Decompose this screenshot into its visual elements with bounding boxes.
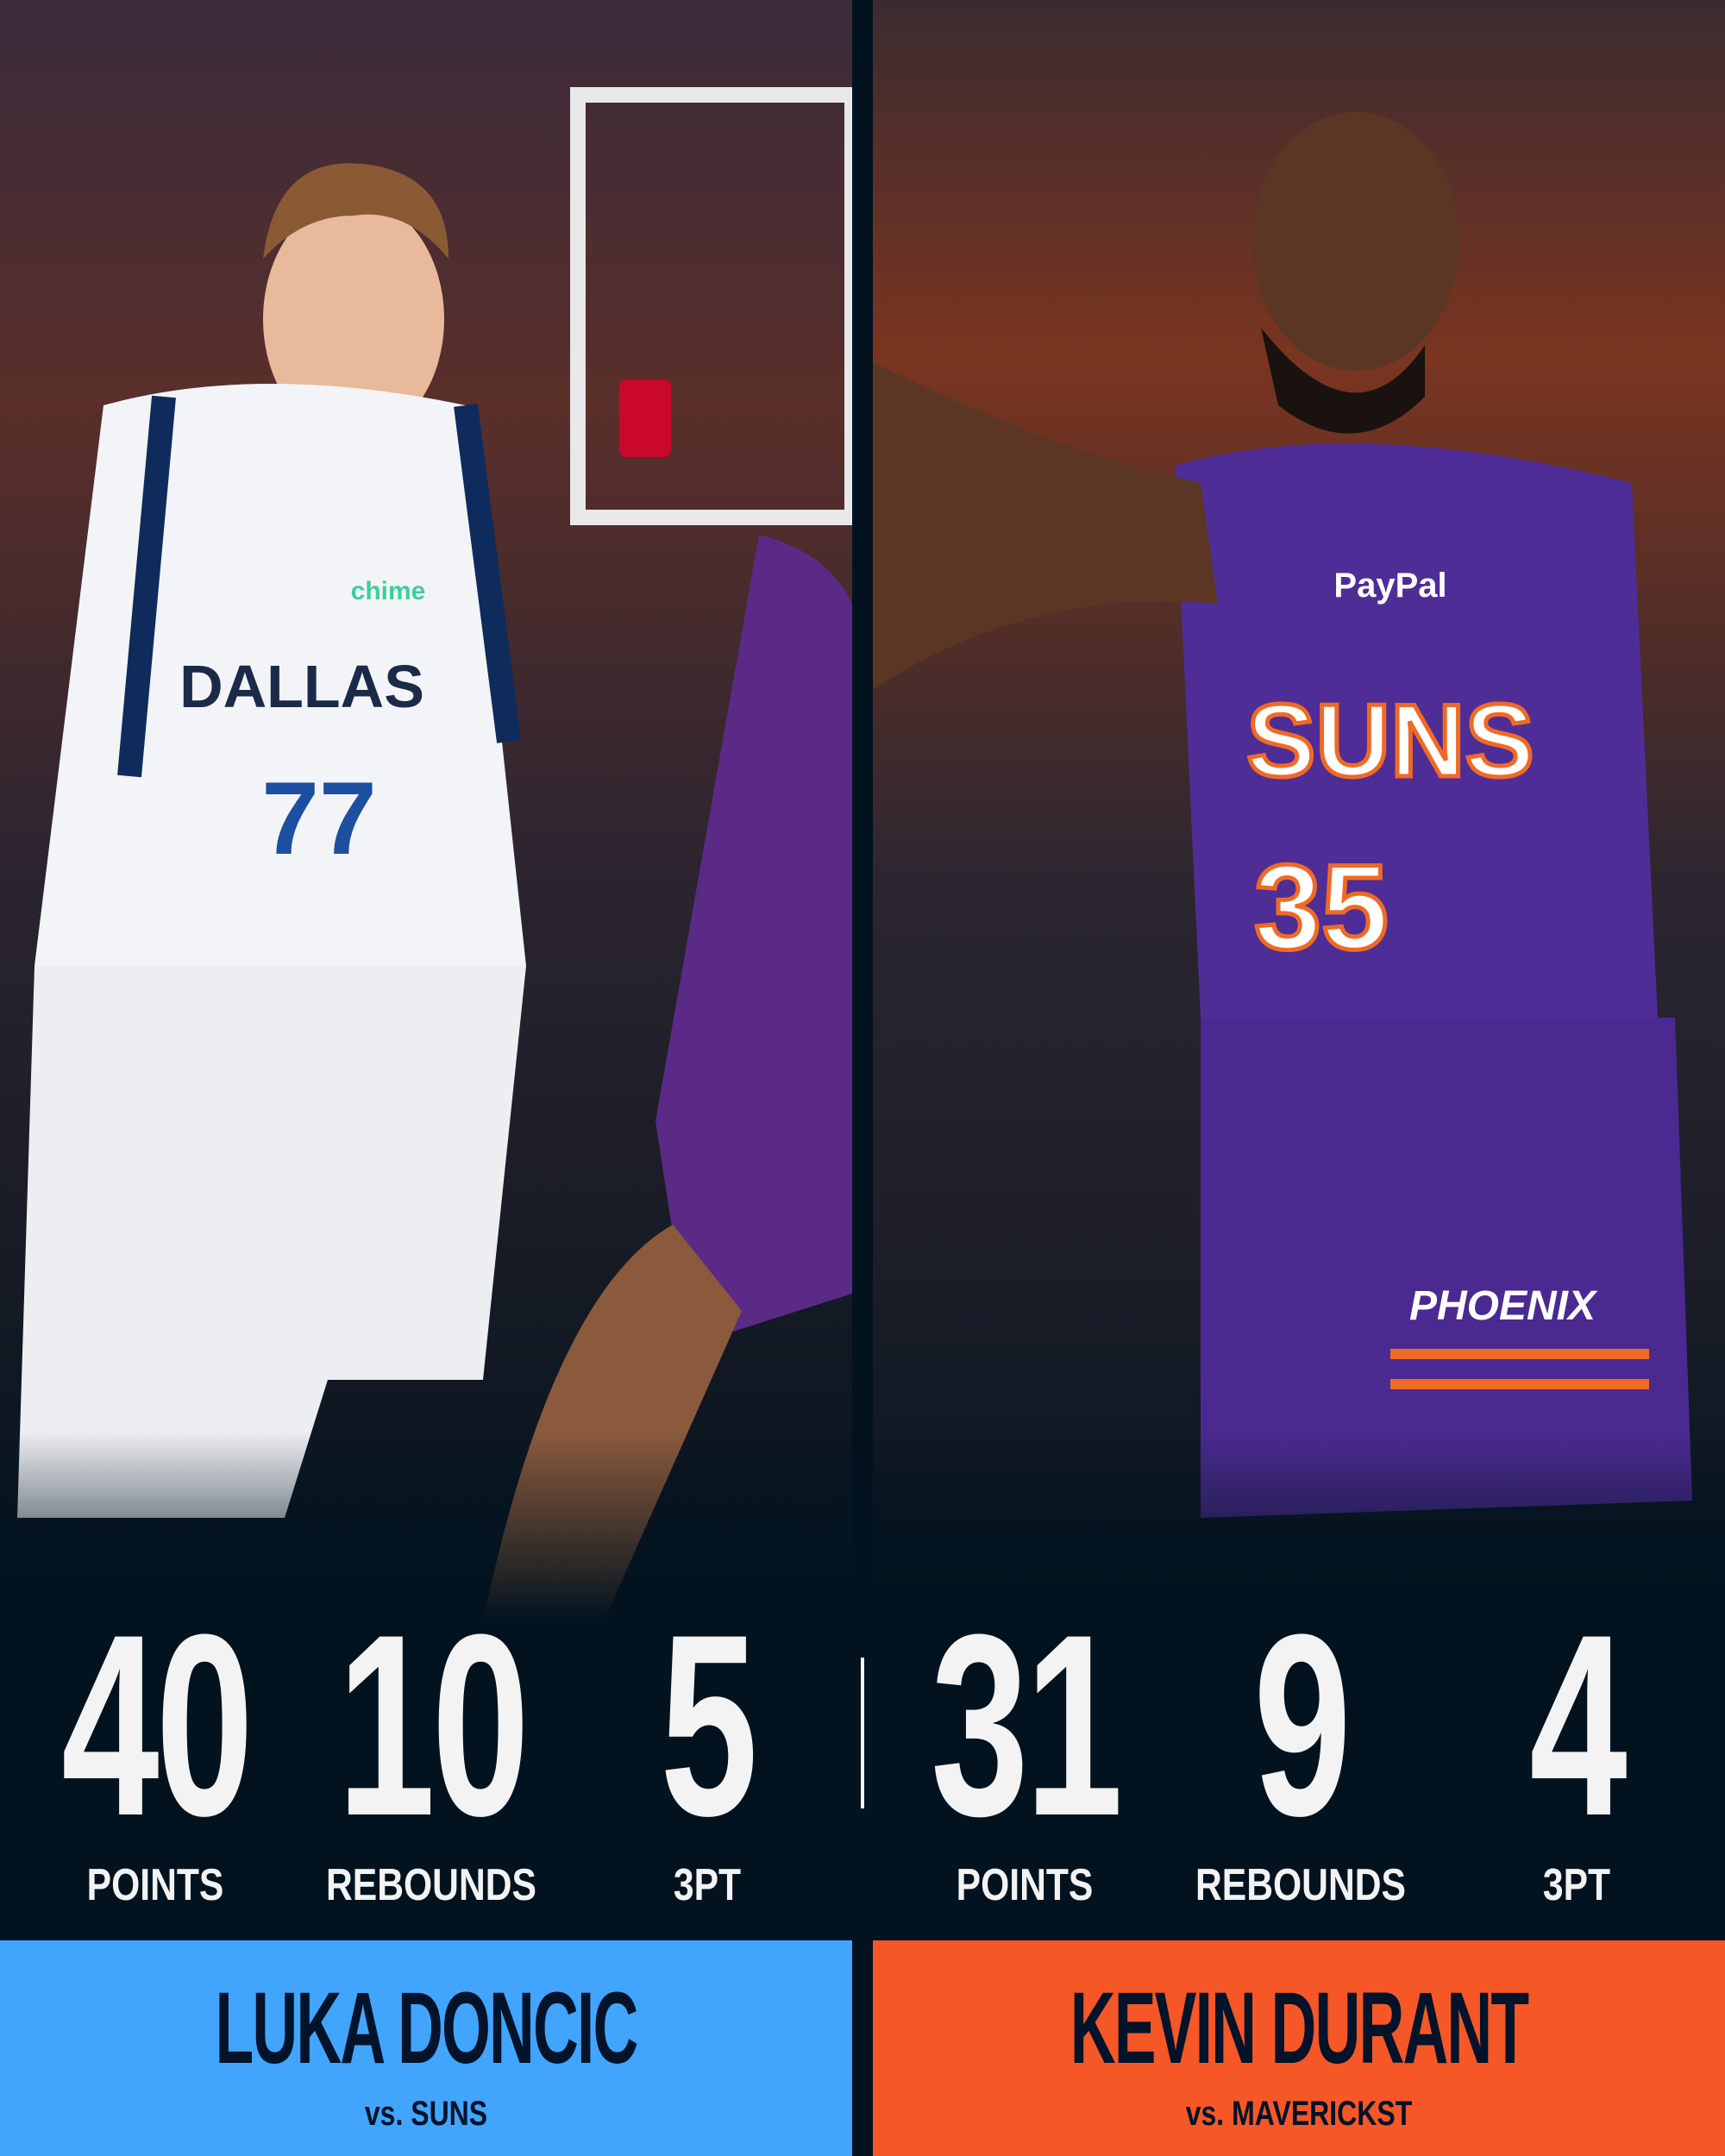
jersey-trim (117, 395, 521, 778)
opponent: vs. SUNS (364, 2095, 488, 2133)
stat-value: 40 (61, 1580, 254, 1870)
kevin-durant-photo: SUNS 35 PayPal PHOENIX (873, 0, 1725, 1621)
beard (1261, 328, 1425, 434)
stat-value: 10 (337, 1580, 530, 1870)
stat-label: 3PT (673, 1860, 742, 1910)
stat-value: 31 (931, 1580, 1123, 1870)
stat-points: 31 POINTS (887, 1595, 1163, 1913)
stat-label: REBOUNDS (325, 1860, 537, 1910)
jersey-text: DALLAS (179, 653, 424, 720)
shorts-stripes (1390, 1349, 1649, 1389)
jersey-number: 35 (1254, 839, 1389, 975)
stat-label: POINTS (956, 1860, 1094, 1910)
head (1252, 112, 1459, 371)
stat-value: 4 (1529, 1580, 1627, 1870)
luka-doncic-photo: DALLAS 77 chime (0, 0, 852, 1621)
shorts (1201, 1018, 1692, 1518)
stat-rebounds: 9 REBOUNDS (1163, 1595, 1439, 1913)
stat-points: 40 POINTS (17, 1595, 293, 1913)
right-player-banner: KEVIN DURANT vs. MAVERICKST (873, 1940, 1725, 2156)
hair (263, 163, 448, 259)
nba-logo (619, 379, 671, 457)
opponent-jersey (656, 535, 852, 1345)
stat-3pt: 4 3PT (1439, 1595, 1715, 1913)
left-player-banner: LUKA DONCIC vs. SUNS (0, 1940, 852, 2156)
stat-3pt: 5 3PT (569, 1595, 845, 1913)
left-stats: 40 POINTS 10 REBOUNDS 5 3PT (0, 1595, 852, 1923)
stat-label: 3PT (1542, 1860, 1611, 1910)
stat-value: 5 (660, 1580, 757, 1870)
stats-divider (861, 1658, 864, 1808)
jersey-number: 77 (261, 761, 376, 876)
player-name: KEVIN DURANT (1070, 1971, 1529, 2085)
stat-rebounds: 10 REBOUNDS (293, 1595, 569, 1913)
player-illustration-left: DALLAS 77 chime (17, 87, 852, 1621)
jersey (1175, 443, 1658, 1018)
jersey-sponsor: chime (351, 577, 426, 605)
stat-label: POINTS (86, 1860, 224, 1910)
shorts-text: PHOENIX (1409, 1283, 1598, 1329)
photo-fade (0, 1432, 852, 1621)
photo-fade (873, 1432, 1725, 1621)
shorts (17, 966, 526, 1518)
backboard (570, 87, 852, 525)
stat-value: 9 (1253, 1580, 1351, 1870)
panel-divider (852, 0, 873, 1621)
jersey-sponsor: PayPal (1333, 567, 1446, 605)
player-name: LUKA DONCIC (215, 1971, 639, 2085)
arm (873, 362, 1218, 690)
opponent: vs. MAVERICKST (1185, 2095, 1413, 2133)
right-stats: 31 POINTS 9 REBOUNDS 4 3PT (873, 1595, 1725, 1923)
jersey-text: SUNS (1246, 683, 1534, 799)
stat-label: REBOUNDS (1195, 1860, 1407, 1910)
head (263, 198, 444, 440)
player-illustration-right: SUNS 35 PayPal PHOENIX (873, 112, 1692, 1518)
